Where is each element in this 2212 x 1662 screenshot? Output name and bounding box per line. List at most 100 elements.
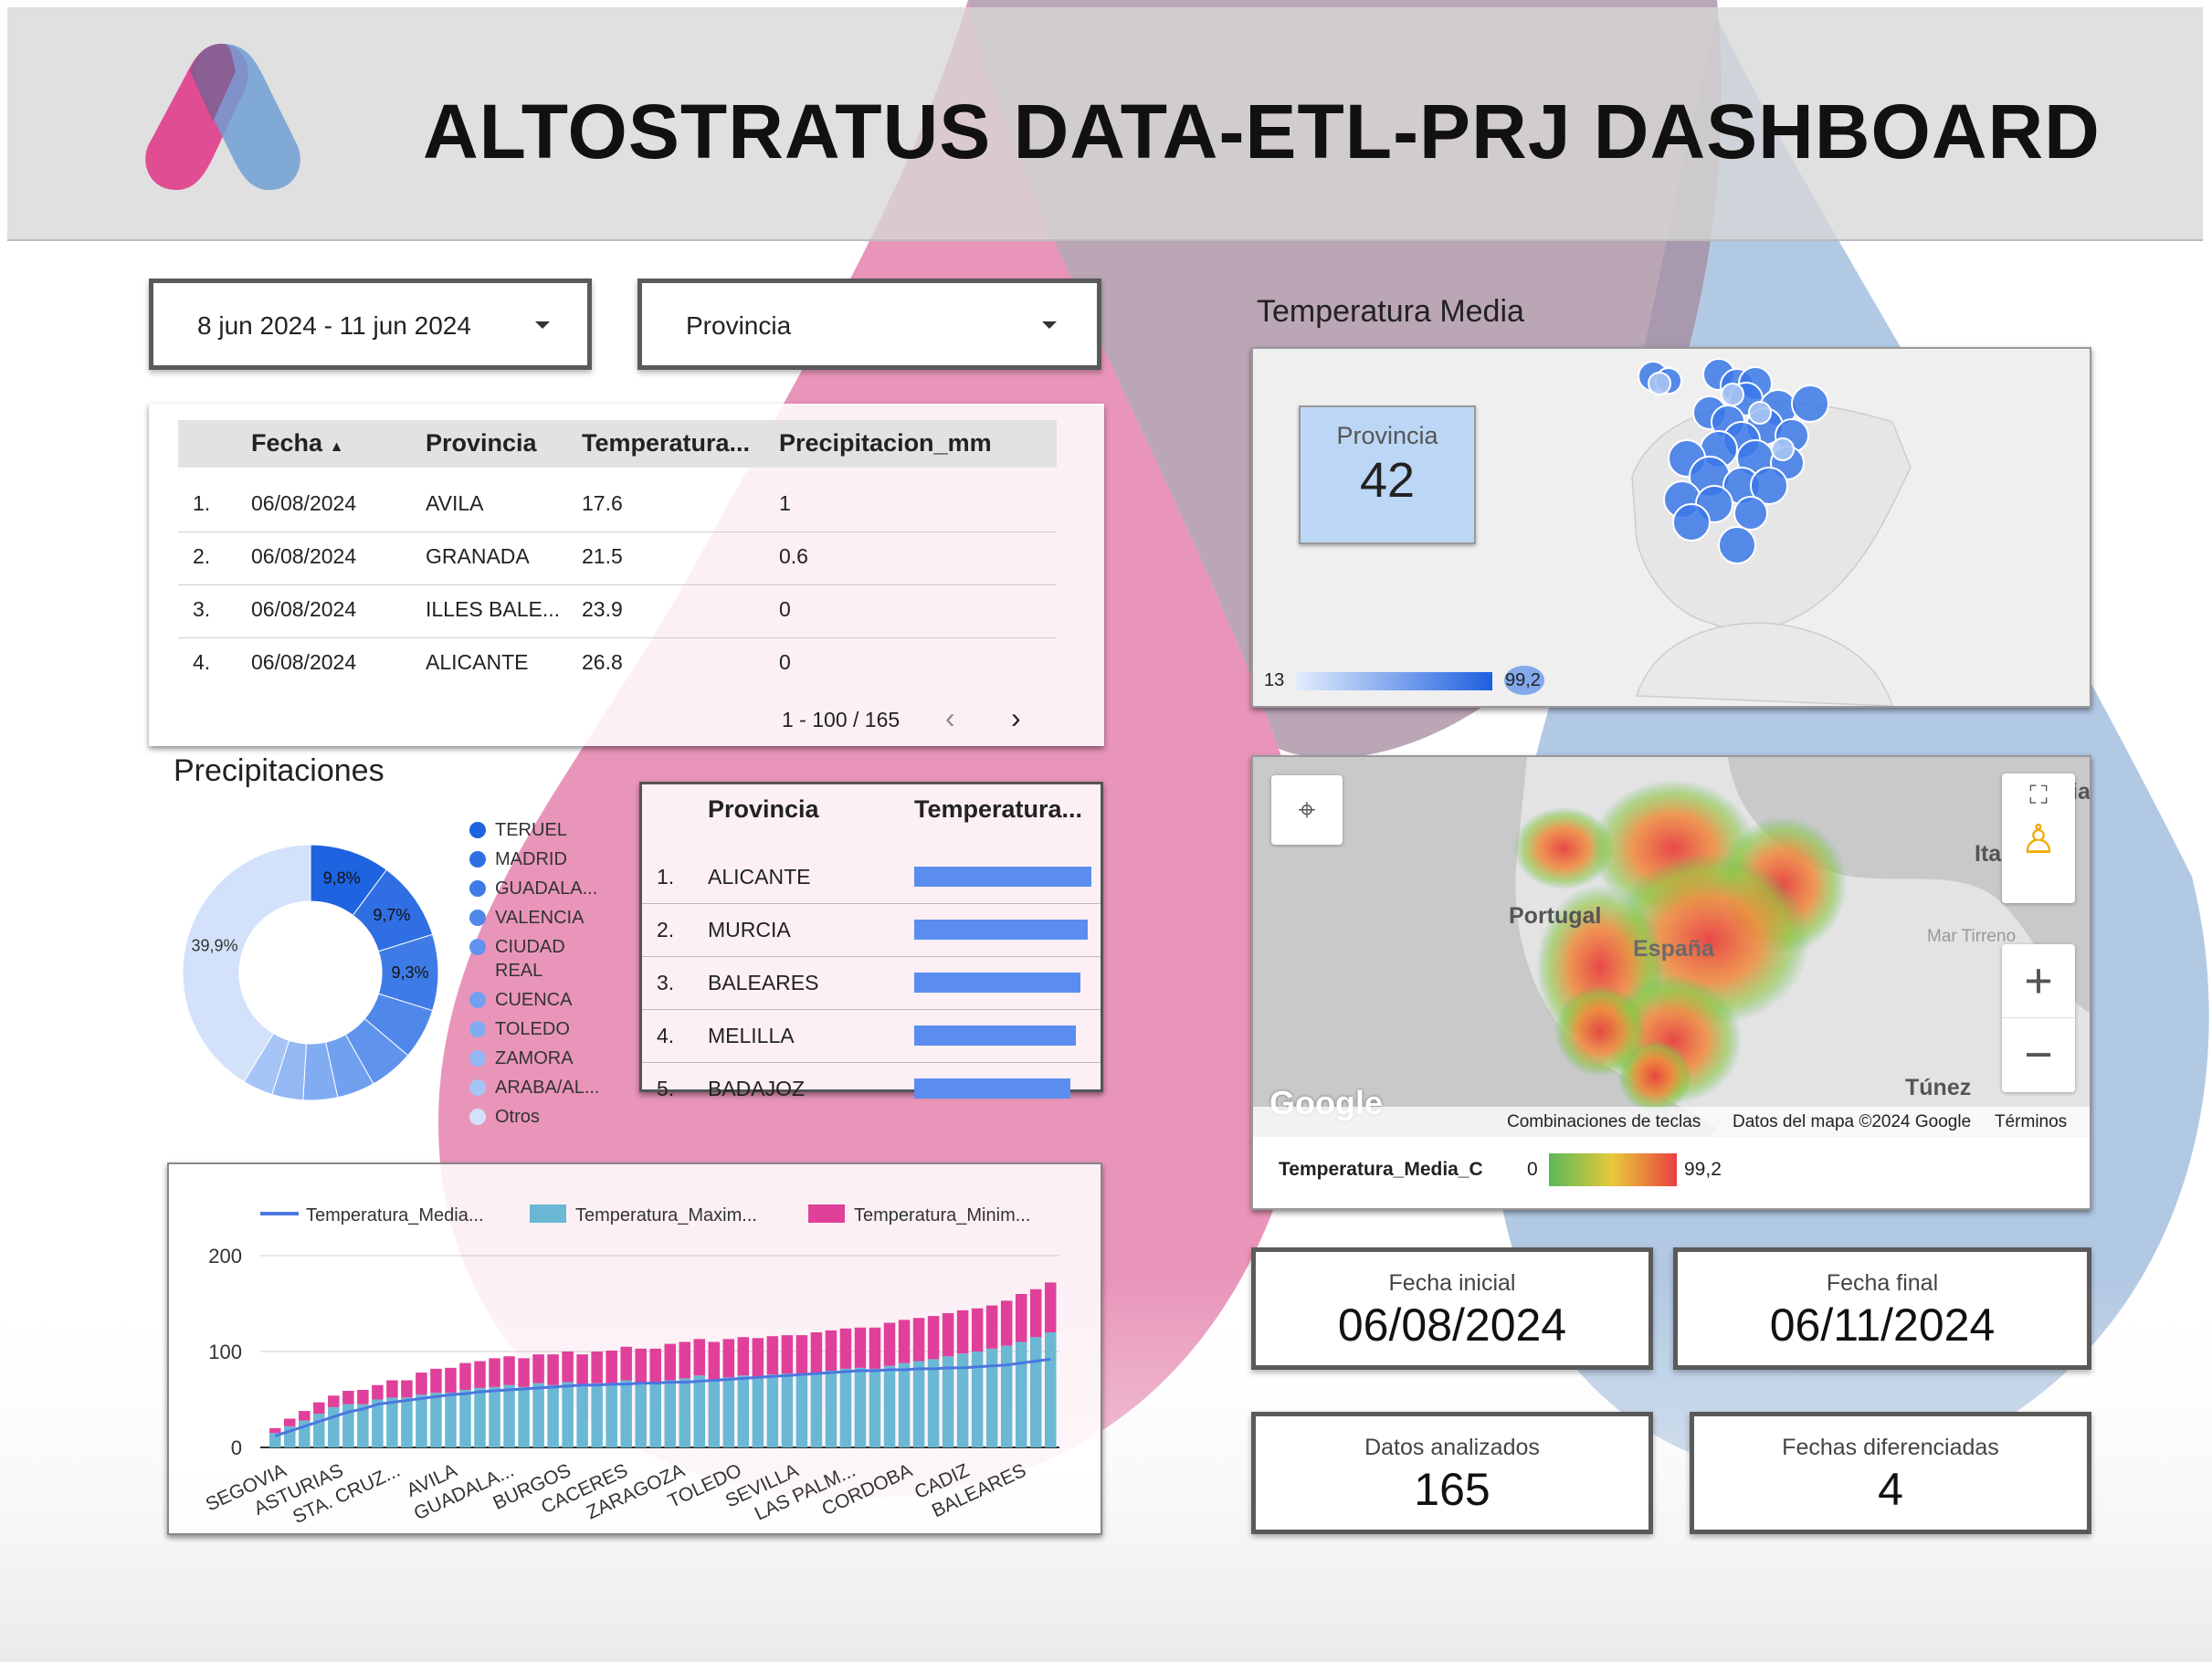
bar-temperatura-maxima: [489, 1386, 500, 1447]
legend-item[interactable]: CIUDAD: [469, 937, 565, 958]
keyboard-shortcuts-link[interactable]: Combinaciones de teclas: [1507, 1112, 1701, 1131]
heatmap-legend-min: 0: [1527, 1159, 1538, 1180]
bar-temperatura-maxima: [269, 1433, 281, 1447]
bar-temperatura-maxima: [620, 1380, 632, 1447]
legend-item[interactable]: TOLEDO: [469, 1019, 570, 1040]
legend-item[interactable]: TERUEL: [469, 820, 567, 841]
cell-provincia: GRANADA: [426, 544, 530, 568]
bar-temperatura-minima: [1015, 1294, 1027, 1342]
cell-precipitacion: 1: [779, 491, 791, 515]
donut-data-label: 9,3%: [391, 963, 428, 982]
donut-data-label: 39,9%: [192, 937, 238, 955]
map-top-controls: ⛶ ♙: [2002, 773, 2075, 903]
table-row[interactable]: 2. 06/08/2024 GRANADA 21.5 0.6: [178, 533, 1057, 585]
donut-slice[interactable]: [182, 844, 311, 1083]
cell-temperatura: 23.9: [582, 597, 623, 621]
row-number: 1.: [657, 865, 675, 889]
legend-item[interactable]: ZAMORA: [469, 1048, 574, 1069]
bar-temperatura-minima: [620, 1346, 632, 1381]
table-row[interactable]: 1. 06/08/2024 AVILA 17.6 1: [178, 480, 1057, 532]
fecha-inicial-scorecard: Fecha inicial 06/08/2024: [1251, 1247, 1653, 1370]
bar-temperatura-minima: [313, 1402, 325, 1415]
legend-item[interactable]: MADRID: [469, 849, 567, 870]
column-header-precipitacion[interactable]: Precipitacion_mm: [779, 429, 992, 457]
table-row[interactable]: 3. BALEARES: [642, 956, 1101, 1010]
province-filter[interactable]: Provincia: [637, 279, 1101, 370]
table-row[interactable]: 2. MURCIA: [642, 903, 1101, 957]
bar-temperatura-minima: [547, 1354, 559, 1385]
table-row[interactable]: 4. 06/08/2024 ALICANTE 26.8 0: [178, 639, 1057, 690]
bar-temperatura-minima: [1044, 1282, 1057, 1332]
bar-temperatura-minima: [956, 1310, 969, 1354]
cell-provincia: ALICANTE: [708, 865, 811, 889]
zoom-out-icon[interactable]: −: [2024, 1027, 2053, 1082]
bar-temperatura-maxima: [1000, 1345, 1013, 1447]
bar-temperatura-maxima: [1029, 1337, 1042, 1447]
map-label-espana: España: [1633, 936, 1714, 962]
bar-temperatura-maxima: [1015, 1341, 1027, 1447]
zoom-controls: + −: [2002, 944, 2075, 1092]
bar-temperatura-maxima: [606, 1383, 617, 1447]
bar-temperatura-minima: [474, 1361, 486, 1388]
bar-temperatura-maxima: [708, 1380, 721, 1447]
scorecard-label: Fecha final: [1826, 1270, 1939, 1296]
table-row[interactable]: 4. MELILLA: [642, 1009, 1101, 1063]
bar-temperatura-maxima: [956, 1353, 969, 1447]
bubble-map-panel[interactable]: Provincia 42 13 99,2: [1251, 347, 2091, 708]
bar-temperatura-maxima: [766, 1374, 779, 1447]
legend-dot: [469, 992, 486, 1008]
column-header-fecha[interactable]: Fecha ▲: [251, 429, 344, 457]
legend-item[interactable]: ARABA/AL...: [469, 1078, 600, 1099]
legend-dot: [469, 1079, 486, 1096]
heatmap-color-scale: [1549, 1153, 1677, 1186]
date-range-filter[interactable]: 8 jun 2024 - 11 jun 2024: [149, 279, 592, 370]
zoom-in-icon[interactable]: +: [2002, 944, 2075, 1018]
table-row[interactable]: 3. 06/08/2024 ILLES BALE... 23.9 0: [178, 586, 1057, 638]
legend-item[interactable]: CUENCA: [469, 990, 572, 1011]
bar-temperatura-minima: [781, 1335, 794, 1374]
cell-provincia: ALICANTE: [426, 650, 529, 674]
bar-temperatura-minima: [445, 1367, 457, 1394]
column-header-provincia[interactable]: Provincia: [426, 429, 537, 457]
bar-temperatura-minima: [401, 1380, 413, 1398]
donut-data-label: 9,7%: [373, 906, 410, 924]
fullscreen-icon[interactable]: ⛶: [2029, 781, 2048, 809]
table-row[interactable]: 5. BADAJOZ: [642, 1062, 1101, 1115]
cell-fecha: 06/08/2024: [251, 544, 357, 568]
bar-temperatura-maxima: [518, 1386, 530, 1447]
prev-page-icon[interactable]: ‹: [945, 701, 955, 734]
bar-temperatura-minima: [284, 1418, 296, 1426]
province-count-scorecard: Provincia 42: [1299, 405, 1476, 544]
row-number: 2.: [657, 918, 675, 941]
bar-temperatura-minima: [518, 1358, 530, 1387]
chevron-down-icon: [535, 321, 550, 329]
legend-item[interactable]: Otros: [469, 1107, 540, 1128]
next-page-icon[interactable]: ›: [1011, 701, 1021, 734]
bar-temperatura-minima: [693, 1339, 706, 1376]
legend-dot: [469, 1109, 486, 1125]
legend-label: Temperatura_Media...: [306, 1205, 484, 1225]
legend-item[interactable]: VALENCIA: [469, 908, 584, 929]
bar-temperatura-minima: [606, 1350, 617, 1384]
bar-temperatura-maxima: [576, 1384, 588, 1447]
table-header-bg: [178, 420, 1057, 468]
locate-icon[interactable]: ⌖: [1271, 775, 1343, 845]
legend-swatch: [808, 1204, 845, 1223]
row-number: 2.: [193, 544, 211, 568]
heatmap-map[interactable]: [1253, 757, 2090, 1137]
y-tick-label: 0: [231, 1436, 242, 1459]
bar-temperatura-maxima: [342, 1404, 354, 1447]
legend-item[interactable]: GUADALA...: [469, 878, 597, 899]
street-view-pegman-icon[interactable]: ♙: [2020, 817, 2057, 862]
cell-provincia: AVILA: [426, 491, 484, 515]
table-row[interactable]: 1. ALICANTE: [642, 850, 1101, 904]
column-header-temperatura[interactable]: Temperatura...: [914, 795, 1083, 823]
column-header-provincia[interactable]: Provincia: [708, 795, 819, 823]
map-label-ita: Ita: [1975, 841, 2002, 867]
column-header-temperatura[interactable]: Temperatura...: [582, 429, 751, 457]
terms-link[interactable]: Términos: [1995, 1112, 2068, 1131]
row-number: 4.: [193, 650, 211, 674]
bar-temperatura-maxima: [401, 1397, 413, 1447]
bar-temperatura-minima: [985, 1305, 998, 1349]
bar-temperatura-maxima: [372, 1399, 384, 1447]
